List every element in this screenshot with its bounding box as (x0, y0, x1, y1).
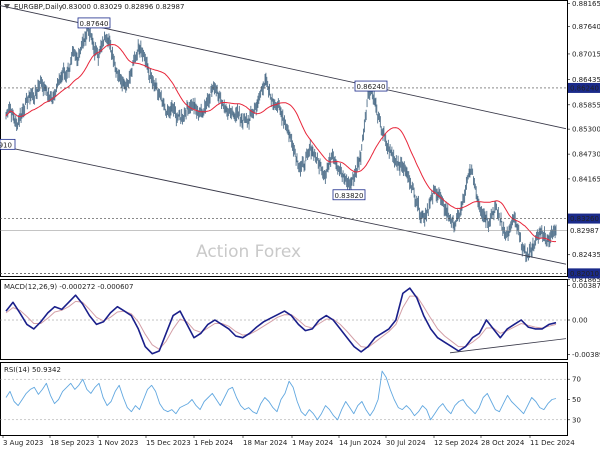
right-label-82010-box (568, 268, 600, 279)
price-tick-label: 0.85300 (572, 126, 600, 134)
trend-lines (0, 5, 567, 265)
title-arrow-icon (4, 4, 10, 9)
right-label-83260: 0.83260 (570, 215, 599, 223)
price-tick-label: 0.84165 (572, 175, 600, 183)
rsi-tick-label: 50 (572, 396, 581, 404)
rsi-tick-label: 30 (572, 416, 581, 424)
rsi-y-axis: 70 50 30 (0, 376, 581, 424)
tag-83820: 0.83820 (335, 192, 364, 200)
date-tick-label: 1 Nov 2023 (98, 439, 138, 447)
price-tick-label: 0.88165 (572, 0, 600, 8)
date-tick-label: 1 May 2024 (292, 439, 334, 447)
tag-86240-inner-box (354, 80, 388, 92)
tag-84910-box (0, 138, 16, 150)
price-tick-label: 0.85855 (572, 101, 600, 109)
macd-panel (0, 279, 568, 360)
right-label-current-box (568, 225, 600, 236)
macd-title: MACD(12,26,9) -0.000272 -0.000607 (4, 283, 133, 291)
moving-average (5, 43, 557, 243)
date-tick-label: 1 Feb 2024 (194, 439, 234, 447)
rsi-line (5, 370, 557, 421)
rsi-panel (0, 362, 568, 436)
date-tick-label: 14 Jun 2024 (339, 439, 382, 447)
macd-tick-label: 0.00 (572, 317, 588, 325)
date-tick-label: 12 Sep 2024 (434, 439, 479, 447)
rsi-title: RSI(14) 50.9342 (4, 366, 61, 374)
rsi-tick-label: 70 (572, 376, 581, 384)
price-y-axis: 0.88165 0.87640 0.87015 0.86435 0.85855 0.853… (567, 0, 600, 284)
ohlc-header: 0.83000 0.83029 0.82896 0.82987 (62, 3, 184, 11)
date-axis: 3 Aug 2023 18 Sep 2023 1 Nov 2023 15 Dec 20… (2, 435, 575, 447)
right-label-current: 0.82987 (570, 227, 599, 235)
macd-trend-line (449, 338, 567, 354)
price-levels: 0.86240 0.83260 0.82987 0.82010 0.87640 0.862… (0, 17, 600, 279)
date-tick-label: 28 Oct 2024 (481, 439, 525, 447)
tag-86240-inner: 0.86240 (357, 83, 386, 91)
lower-trend-line (0, 145, 567, 265)
macd-main-line (5, 287, 557, 355)
date-tick-label: 11 Dec 2024 (530, 439, 575, 447)
price-tick-label: 0.81865 (572, 276, 600, 284)
right-label-83260-box (568, 213, 600, 224)
macd-tick-label: -0.003894 (572, 351, 600, 359)
watermark: Action Forex (196, 242, 301, 262)
rsi-lines (5, 370, 557, 421)
price-tick-label: 0.82435 (572, 251, 600, 259)
date-tick-label: 18 Mar 2024 (243, 439, 288, 447)
tag-83820-box (332, 189, 366, 201)
price-bars (5, 22, 557, 263)
right-label-86240-box (568, 82, 600, 93)
right-label-82010: 0.82010 (570, 270, 599, 278)
tag-87640: 0.87640 (80, 20, 109, 28)
tag-87640-box (77, 17, 111, 29)
tag-84910: 0.84910 (0, 141, 12, 149)
date-tick-label: 18 Sep 2023 (50, 439, 94, 447)
moving-average-line (5, 43, 557, 243)
date-tick-label: 15 Dec 2023 (146, 439, 191, 447)
date-tick-label: 30 Jul 2024 (386, 439, 426, 447)
macd-y-axis: 0.003878 0.00 -0.003894 (567, 282, 600, 359)
right-label-86240: 0.86240 (570, 84, 599, 92)
macd-tick-label: 0.003878 (572, 282, 600, 290)
date-tick-label: 3 Aug 2023 (3, 439, 43, 447)
macd-lines (0, 287, 567, 355)
price-tick-label: 0.86435 (572, 76, 600, 84)
price-tick-label: 0.87640 (572, 23, 600, 31)
macd-signal-line (5, 295, 557, 350)
price-tick-label: 0.84730 (572, 151, 600, 159)
price-panel (0, 0, 568, 277)
price-title: EURGBP,Daily (14, 3, 63, 11)
price-tick-label: 0.87015 (572, 50, 600, 58)
